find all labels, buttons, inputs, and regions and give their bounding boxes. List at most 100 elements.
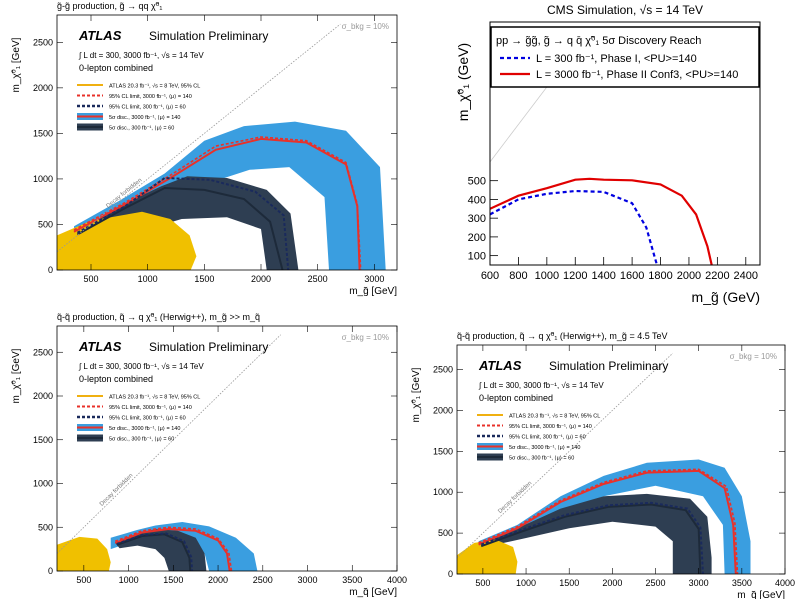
x-tick-label: 3000	[364, 274, 384, 284]
x-tick-label: 2500	[253, 575, 273, 585]
plot-frame	[456, 344, 786, 575]
diagonal-line	[490, 86, 548, 163]
line-95cl-3000	[73, 136, 362, 270]
x-tick-label: 2000	[251, 274, 271, 284]
atlas-brand: ATLAS	[78, 28, 122, 43]
x-tick-label: 4000	[387, 575, 407, 585]
line-5sigma-3000	[114, 527, 231, 571]
legend-label: 5σ disc., 300 fb⁻¹, ⟨μ⟩ = 60	[509, 455, 574, 462]
x-tick-label: 500	[76, 575, 91, 585]
y-tick-label: 200	[468, 232, 486, 244]
y-tick-label: 2500	[33, 37, 53, 47]
x-tick-label: 600	[481, 270, 499, 282]
line-5sigma-3000	[478, 469, 737, 574]
region-atlas-8tev	[57, 536, 111, 571]
y-tick-label: 100	[468, 251, 486, 263]
x-tick-label: 500	[475, 578, 490, 588]
line-5sigma-300	[76, 186, 284, 270]
decay-forbidden-line	[57, 23, 341, 253]
x-tick-label: 2400	[734, 270, 758, 282]
x-tick-label: 1000	[535, 270, 559, 282]
channel-text: 0-lepton combined	[79, 374, 153, 384]
panel-title: q̃-q̃ production, q̃ → q χ̃⁰₁ (Herwig++)…	[457, 331, 668, 341]
x-tick-label: 2000	[602, 578, 622, 588]
panel-bottom-right: Decay forbidden 500 1000 1500 2000 2500 3000 35…	[411, 331, 795, 599]
legend-label: ATLAS 20.3 fb⁻¹, √s = 8 TeV, 95% CL	[109, 83, 200, 90]
band-5sigma-3000	[74, 121, 386, 270]
y-tick-label: 2500	[33, 347, 53, 357]
x-tick-label: 1000	[119, 575, 139, 585]
atlas-brand: ATLAS	[78, 339, 122, 354]
line-95cl-300	[116, 532, 194, 571]
sigma-bkg-text: σ_bkg = 10%	[730, 352, 777, 361]
band-5sigma-300	[115, 529, 207, 571]
legend-label: ATLAS 20.3 fb⁻¹, √s = 8 TeV, 95% CL	[509, 413, 600, 420]
legend-label: 5σ disc., 3000 fb⁻¹, ⟨μ⟩ = 140	[109, 425, 180, 432]
legend-label: L = 300 fb⁻¹, Phase I, <PU>=140	[536, 53, 697, 65]
lumi-text: ∫ L dt = 300, 3000 fb⁻¹, √s = 14 TeV	[78, 362, 204, 371]
y-tick-label: 500	[438, 528, 453, 538]
y-tick-label: 2500	[433, 365, 453, 375]
legend-label: 5σ disc., 300 fb⁻¹, ⟨μ⟩ = 60	[109, 125, 174, 132]
legend-label: 95% CL limit, 300 fb⁻¹, ⟨μ⟩ = 60	[109, 415, 186, 422]
channel-text: 0-lepton combined	[479, 393, 553, 403]
line-300fb-phase1	[490, 189, 659, 265]
x-tick-label: 2500	[308, 274, 328, 284]
legend-box	[490, 26, 760, 88]
legend-label: 95% CL limit, 3000 fb⁻¹, ⟨μ⟩ = 140	[509, 423, 592, 430]
legend-label: 95% CL limit, 300 fb⁻¹, ⟨μ⟩ = 60	[109, 104, 186, 111]
decay-forbidden-line	[57, 334, 281, 554]
x-tick-label: 800	[509, 270, 527, 282]
y-axis-label: m_χ̃⁰₁ [GeV]	[11, 37, 22, 92]
x-tick-label: 2000	[208, 575, 228, 585]
cms-title: CMS Simulation, √s = 14 TeV	[547, 3, 703, 17]
x-axis-label: m_q̃ [GeV]	[349, 587, 397, 598]
legend-label: 5σ disc., 300 fb⁻¹, ⟨μ⟩ = 60	[109, 436, 174, 443]
sigma-bkg-text: σ_bkg = 10%	[342, 333, 389, 342]
x-tick-label: 1400	[591, 270, 615, 282]
atlas-brand: ATLAS	[478, 358, 522, 373]
x-tick-label: 2500	[646, 578, 666, 588]
subtitle: Simulation Preliminary	[149, 340, 268, 354]
channel-text: 0-lepton combined	[79, 63, 153, 73]
line-3000fb-phase2	[490, 177, 713, 265]
x-tick-label: 1000	[516, 578, 536, 588]
legend-label: L = 3000 fb⁻¹, Phase II Conf3, <PU>=140	[536, 69, 738, 81]
y-tick-label: 1000	[433, 487, 453, 497]
decay-forbidden-label: Decay forbidden	[497, 481, 533, 515]
sigma-bkg-text: σ_bkg = 10%	[342, 22, 389, 31]
process-text: pp → g̃g̃, g̃ → q q̄ χ̃⁰₁ 5σ Discovery R…	[496, 35, 701, 47]
x-tick-label: 1000	[138, 274, 158, 284]
subtitle: Simulation Preliminary	[549, 359, 668, 373]
panel-top-right: pp → g̃g̃, g̃ → q q̄ χ̃⁰₁ 5σ Discovery R…	[455, 3, 761, 305]
x-axis-label: m_g̃ [GeV]	[349, 286, 397, 297]
x-axis-label: m_g̃ (GeV)	[692, 289, 760, 305]
legend-label: ATLAS 20.3 fb⁻¹, √s = 8 TeV, 95% CL	[109, 394, 200, 401]
legend-label: 5σ disc., 3000 fb⁻¹, ⟨μ⟩ = 140	[109, 114, 180, 121]
x-tick-label: 4000	[775, 578, 795, 588]
band-5sigma-300	[481, 493, 712, 574]
x-tick-label: 1500	[559, 578, 579, 588]
legend-label: 95% CL limit, 3000 fb⁻¹, ⟨μ⟩ = 140	[109, 404, 192, 411]
plot-area	[490, 86, 713, 265]
panel-bottom-left: Decay forbidden 500 1000 1500 2000 2500 3000 35…	[11, 312, 407, 598]
y-tick-label: 500	[38, 522, 53, 532]
y-tick-label: 0	[48, 566, 53, 576]
line-95cl-300	[76, 176, 290, 270]
y-tick-label: 2000	[33, 83, 53, 93]
band-5sigma-3000	[478, 459, 751, 574]
plot-frame	[56, 325, 398, 572]
y-tick-label: 0	[48, 265, 53, 275]
legend-label: 95% CL limit, 300 fb⁻¹, ⟨μ⟩ = 60	[509, 434, 586, 441]
lumi-text: ∫ L dt = 300, 3000 fb⁻¹, √s = 14 TeV	[478, 381, 604, 390]
lumi-text: ∫ L dt = 300, 3000 fb⁻¹, √s = 14 TeV	[78, 51, 204, 60]
y-tick-label: 1500	[33, 435, 53, 445]
x-axis-label: m_q̃ [GeV]	[737, 590, 785, 599]
y-tick-label: 1000	[33, 174, 53, 184]
x-tick-label: 1800	[648, 270, 672, 282]
panel-title: q̃-q̃ production, q̃ → q χ̃⁰₁ (Herwig++)…	[57, 312, 260, 322]
y-tick-label: 300	[468, 213, 486, 225]
x-tick-label: 3000	[689, 578, 709, 588]
x-tick-label: 2000	[677, 270, 701, 282]
